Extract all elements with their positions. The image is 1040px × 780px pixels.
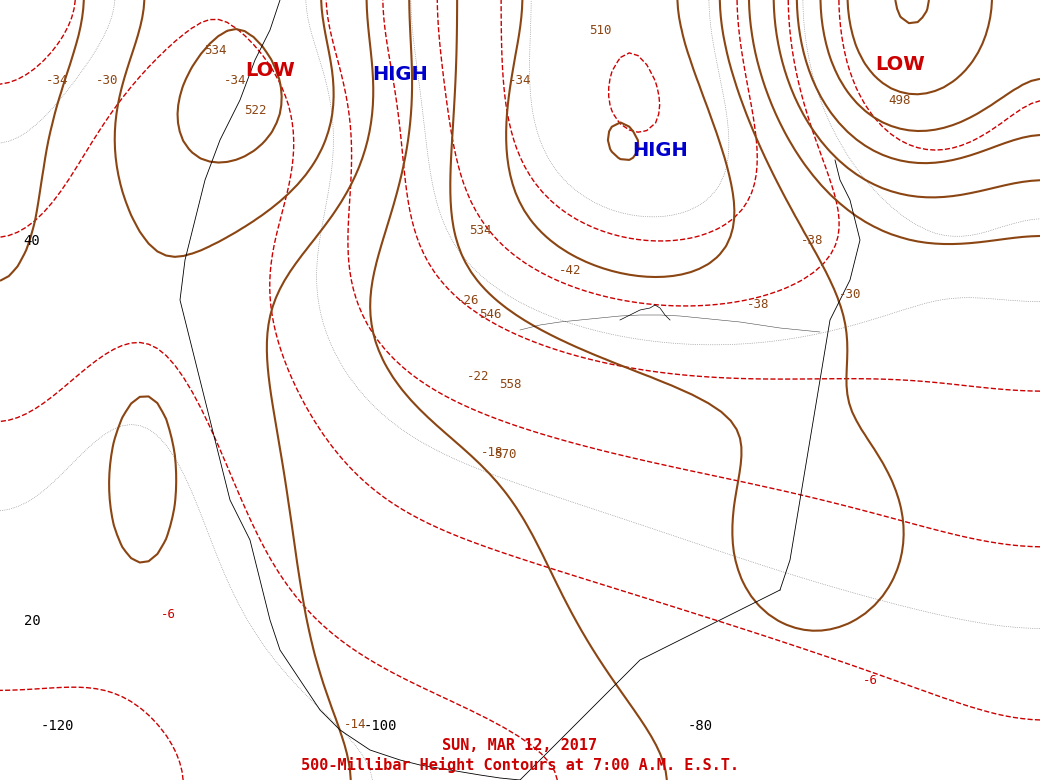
Text: -34: -34	[224, 73, 246, 87]
Text: 570: 570	[494, 448, 516, 462]
Text: HIGH: HIGH	[632, 140, 687, 159]
Text: SUN, MAR 12, 2017: SUN, MAR 12, 2017	[442, 738, 598, 753]
Text: -30: -30	[838, 289, 861, 302]
Text: -42: -42	[558, 264, 581, 276]
Text: 546: 546	[478, 309, 501, 321]
Text: -38: -38	[747, 299, 770, 311]
Text: LOW: LOW	[245, 61, 295, 80]
Text: -6: -6	[862, 673, 878, 686]
Text: -6: -6	[160, 608, 176, 622]
Text: -120: -120	[41, 719, 74, 733]
Text: -22: -22	[467, 370, 489, 384]
Text: 522: 522	[243, 104, 266, 116]
Text: -18: -18	[480, 445, 503, 459]
Text: 20: 20	[24, 614, 41, 628]
Text: -14: -14	[344, 718, 366, 732]
Text: -30: -30	[96, 73, 119, 87]
Text: 534: 534	[469, 224, 491, 236]
Text: 40: 40	[24, 234, 41, 248]
Text: 534: 534	[204, 44, 227, 56]
Text: HIGH: HIGH	[372, 66, 427, 84]
Text: -34: -34	[46, 73, 69, 87]
Text: LOW: LOW	[875, 55, 925, 75]
Text: -38: -38	[801, 233, 824, 246]
Text: -34: -34	[509, 73, 531, 87]
Text: 500-Millibar Height Contours at 7:00 A.M. E.S.T.: 500-Millibar Height Contours at 7:00 A.M…	[301, 757, 739, 773]
Text: -80: -80	[687, 719, 712, 733]
Text: 510: 510	[589, 23, 612, 37]
Text: -100: -100	[363, 719, 396, 733]
Text: -26: -26	[457, 293, 479, 307]
Text: 558: 558	[499, 378, 521, 392]
Text: 498: 498	[889, 94, 911, 107]
